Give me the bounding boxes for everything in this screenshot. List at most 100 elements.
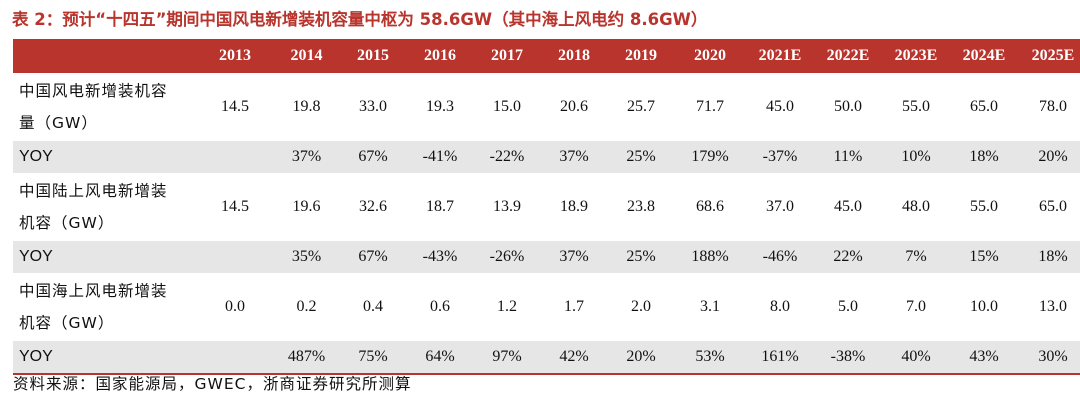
table-cell: 68.6 — [696, 198, 724, 215]
header-corner — [13, 39, 197, 73]
table-cell: 8.0 — [770, 298, 790, 315]
year-header: 2018 — [540, 39, 608, 73]
table-cell: 1.2 — [497, 298, 517, 315]
table-row-yoy-offshore: YOY 487% 75% 64% 97% 42% 20% 53% 161% -3… — [13, 341, 1080, 375]
table-cell: 42% — [540, 341, 608, 375]
table-cell: -46% — [746, 241, 814, 273]
table-cell: 7.0 — [906, 298, 926, 315]
table-cell — [197, 141, 273, 173]
row-label-line: 中国风电新增装机容 — [19, 82, 168, 100]
row-label-line: 机容（GW） — [19, 214, 115, 232]
table-cell: 78.0 — [1039, 98, 1067, 115]
table-cell: -43% — [406, 241, 474, 273]
table-cell: 0.2 — [296, 298, 317, 315]
table-cell: 30% — [1018, 341, 1080, 375]
table-cell: 97% — [474, 341, 540, 375]
table-cell: 13.0 — [1039, 298, 1067, 315]
year-header: 2019 — [608, 39, 674, 73]
table-cell: 10.0 — [970, 298, 998, 315]
table-row-offshore-capacity: 中国海上风电新增装 机容（GW） 0.0 0.2 0.4 0.6 1.2 1.7… — [13, 273, 1080, 341]
row-label: YOY — [13, 341, 197, 375]
table-cell: 487% — [273, 341, 340, 375]
table-cell: 0.4 — [363, 298, 383, 315]
year-header: 2021E — [746, 39, 814, 73]
table-cell: 20% — [608, 341, 674, 375]
capacity-table: 2013 2014 2015 2016 2017 2018 2019 2020 … — [13, 39, 1080, 375]
table-row-yoy-onshore: YOY 35% 67% -43% -26% 37% 25% 188% -46% … — [13, 241, 1080, 273]
table-cell: 18.7 — [426, 198, 454, 215]
table-cell: 0.6 — [430, 298, 450, 315]
table-cell: 64% — [406, 341, 474, 375]
table-cell: 37.0 — [766, 198, 794, 215]
table-cell: 25% — [608, 241, 674, 273]
table-cell: 45.0 — [766, 98, 794, 115]
table-cell: 50.0 — [834, 98, 862, 115]
table-cell: 19.8 — [292, 98, 321, 115]
table-cell: -37% — [746, 141, 814, 173]
table-cell: -41% — [406, 141, 474, 173]
table-cell: 25.7 — [627, 98, 655, 115]
table-cell: 7% — [882, 241, 950, 273]
table-cell: 37% — [540, 141, 608, 173]
table-cell: 10% — [882, 141, 950, 173]
table-cell — [197, 241, 273, 273]
table-cell: 43% — [950, 341, 1018, 375]
table-cell: 5.0 — [838, 298, 858, 315]
table-cell: 19.3 — [426, 98, 454, 115]
row-label-line: 中国陆上风电新增装 — [19, 182, 168, 200]
table-cell: 20% — [1018, 141, 1080, 173]
table-cell: 35% — [273, 241, 340, 273]
year-header: 2020 — [674, 39, 746, 73]
table-cell: 55.0 — [970, 198, 998, 215]
row-label: YOY — [13, 141, 197, 173]
row-label: 中国陆上风电新增装 机容（GW） — [13, 173, 197, 241]
table-cell: 25% — [608, 141, 674, 173]
table-cell: -26% — [474, 241, 540, 273]
table-row-yoy-total: YOY 37% 67% -41% -22% 37% 25% 179% -37% … — [13, 141, 1080, 173]
table-cell: 13.9 — [493, 198, 521, 215]
table-row-total-capacity: 中国风电新增装机容 量（GW） 14.5 19.8 33.0 19.3 15.0… — [13, 73, 1080, 141]
table-cell: 23.8 — [627, 198, 655, 215]
year-header: 2024E — [950, 39, 1018, 73]
year-header: 2016 — [406, 39, 474, 73]
table-cell: 65.0 — [970, 98, 998, 115]
table-cell: 45.0 — [834, 198, 862, 215]
table-cell: 2.0 — [631, 298, 651, 315]
year-header: 2014 — [273, 39, 340, 73]
table-cell: 32.6 — [359, 198, 387, 215]
table-cell: 53% — [674, 341, 746, 375]
table-cell: 3.1 — [700, 298, 720, 315]
table-cell: 11% — [814, 141, 882, 173]
year-header: 2022E — [814, 39, 882, 73]
year-header: 2015 — [340, 39, 406, 73]
table-cell — [197, 341, 273, 375]
table-cell: 179% — [674, 141, 746, 173]
table-cell: 0.0 — [225, 298, 245, 315]
table-cell: 14.5 — [221, 198, 249, 215]
table-cell: 15.0 — [493, 98, 521, 115]
table-cell: 19.6 — [292, 198, 321, 215]
table-cell: 14.5 — [221, 98, 249, 115]
year-header: 2017 — [474, 39, 540, 73]
year-header: 2023E — [882, 39, 950, 73]
row-label: YOY — [13, 241, 197, 273]
table-title: 表 2：预计“十四五”期间中国风电新增装机容量中枢为 58.6GW（其中海上风电… — [12, 10, 708, 29]
row-label-line: 中国海上风电新增装 — [19, 282, 168, 300]
row-label-line: 机容（GW） — [19, 314, 115, 332]
table-cell: 67% — [340, 241, 406, 273]
table-cell: -22% — [474, 141, 540, 173]
table-cell: 55.0 — [902, 98, 930, 115]
header-row: 2013 2014 2015 2016 2017 2018 2019 2020 … — [13, 39, 1080, 73]
table-row-onshore-capacity: 中国陆上风电新增装 机容（GW） 14.5 19.6 32.6 18.7 13.… — [13, 173, 1080, 241]
table-cell: 18% — [1018, 241, 1080, 273]
table-cell: -38% — [814, 341, 882, 375]
table-cell: 15% — [950, 241, 1018, 273]
table-cell: 33.0 — [359, 98, 387, 115]
table-cell: 37% — [273, 141, 340, 173]
row-label-line: 量（GW） — [19, 114, 98, 132]
source-note: 资料来源：国家能源局，GWEC，浙商证券研究所测算 — [13, 375, 412, 393]
table-cell: 75% — [340, 341, 406, 375]
row-label: 中国风电新增装机容 量（GW） — [13, 73, 197, 141]
table-cell: 67% — [340, 141, 406, 173]
table-cell: 40% — [882, 341, 950, 375]
